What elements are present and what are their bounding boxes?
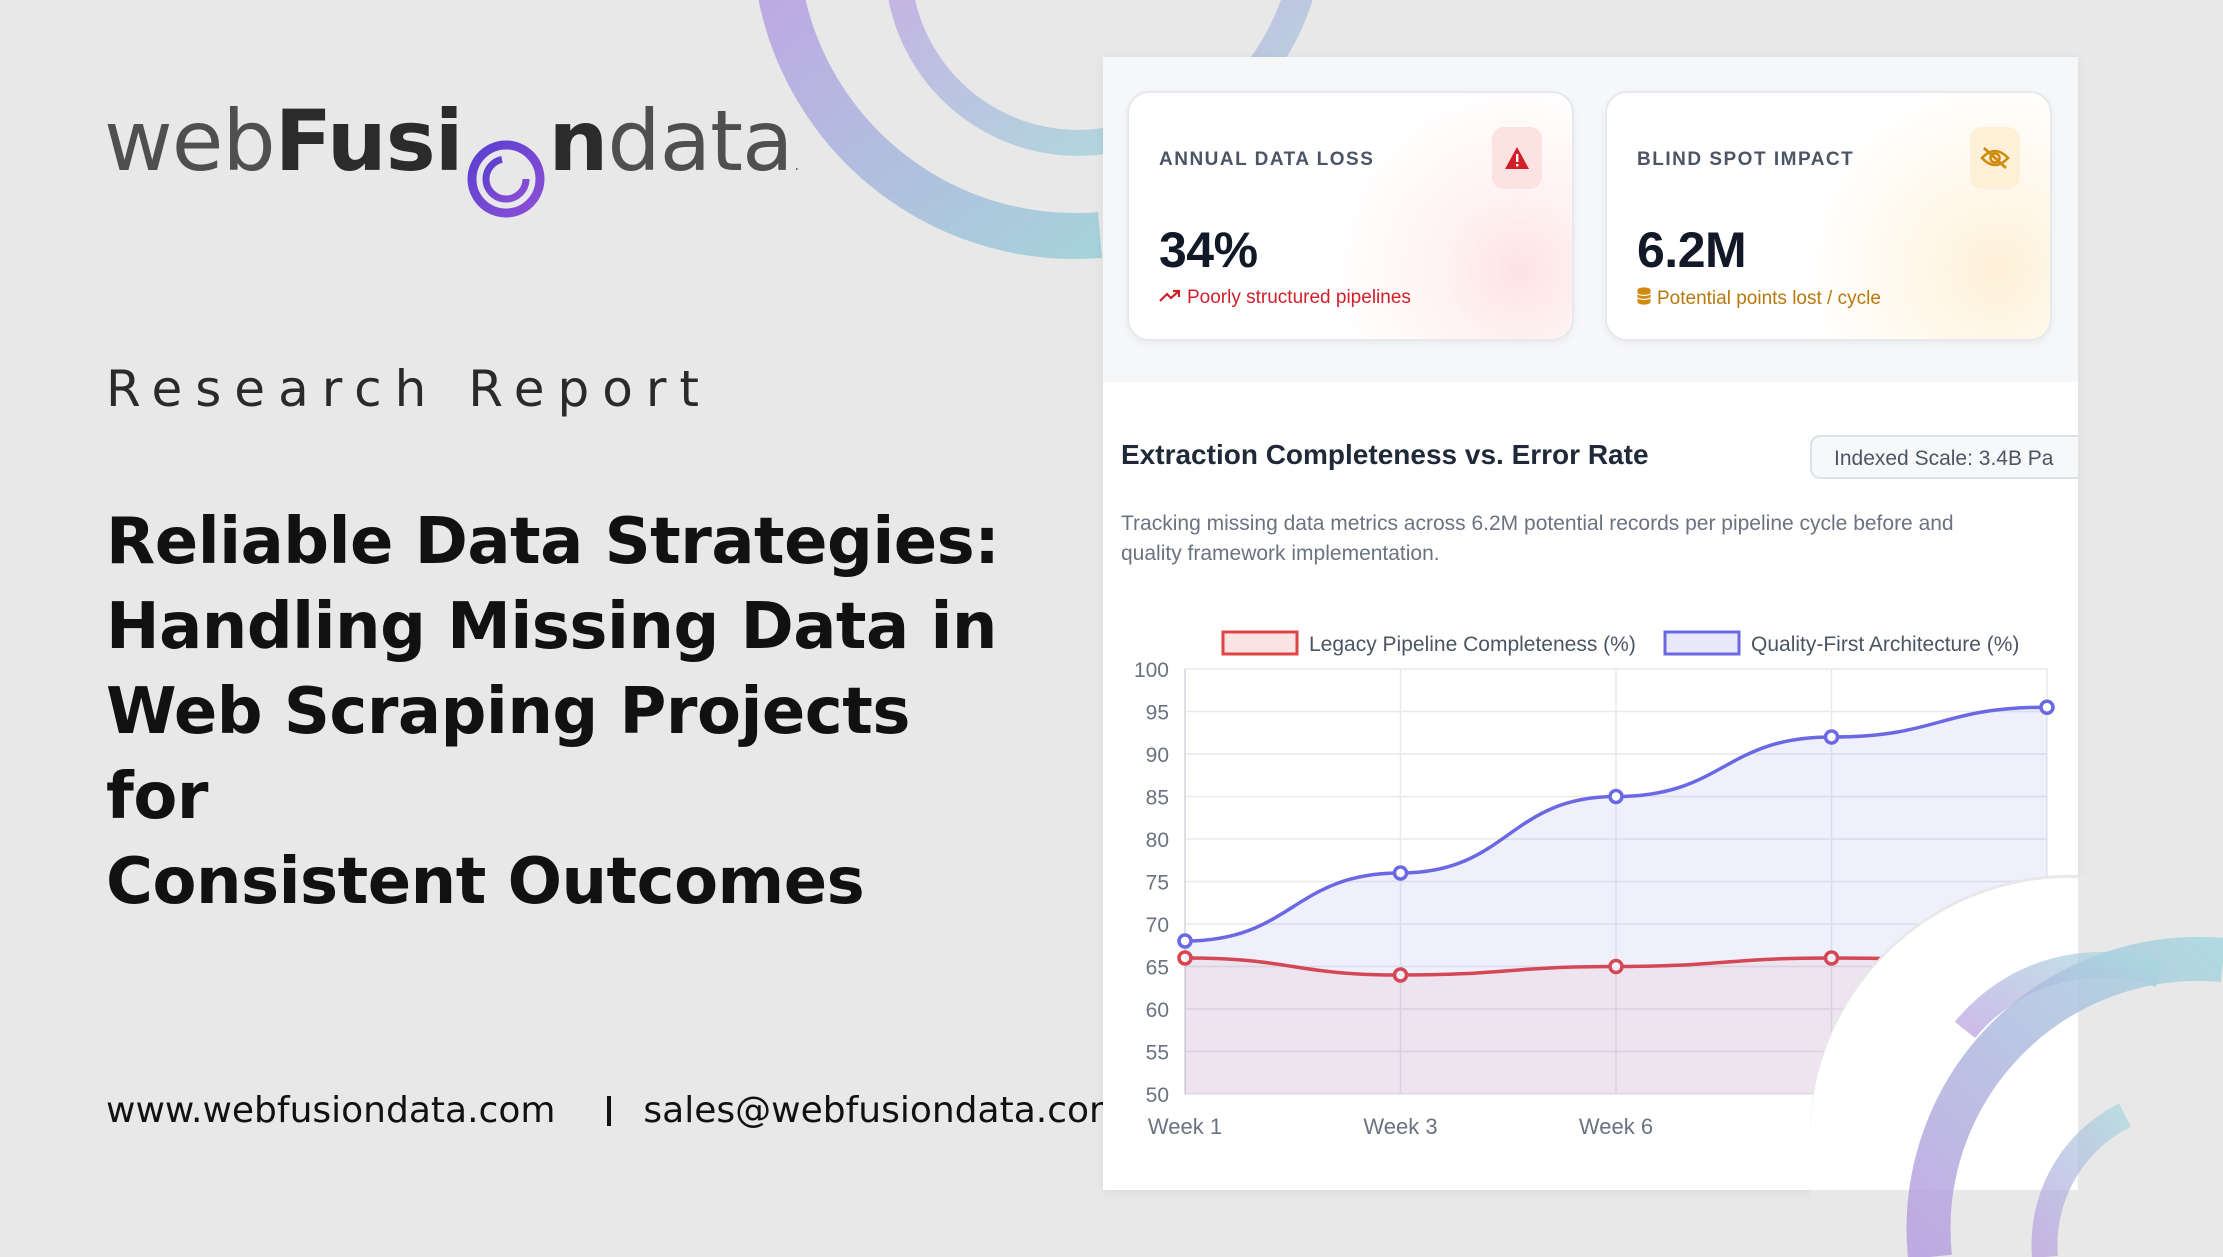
logo-text-web: web bbox=[104, 92, 276, 190]
kpi-subtitle-text: Poorly structured pipelines bbox=[1187, 287, 1411, 308]
y-tick-label: 100 bbox=[1134, 659, 1169, 682]
data-point bbox=[1177, 950, 1193, 966]
trend-up-icon bbox=[1159, 287, 1181, 309]
data-point bbox=[1608, 788, 1624, 805]
headline-line: Reliable Data Strategies: bbox=[106, 505, 1000, 579]
headline-line: Web Scraping Projects for bbox=[106, 675, 910, 834]
y-tick-label: 50 bbox=[1146, 1084, 1169, 1107]
data-point bbox=[1392, 865, 1409, 881]
y-tick-label: 90 bbox=[1146, 744, 1169, 767]
x-tick-label: Week 6 bbox=[1579, 1114, 1653, 1139]
data-point bbox=[1823, 729, 1840, 745]
data-point bbox=[1177, 933, 1193, 949]
report-kicker: Research Report bbox=[106, 360, 712, 418]
chart-description-line: quality framework implementation. bbox=[1121, 542, 1440, 565]
y-tick-label: 95 bbox=[1146, 702, 1169, 725]
legend-label: Legacy Pipeline Completeness (%) bbox=[1309, 633, 1636, 656]
chart-description: Tracking missing data metrics across 6.2… bbox=[1121, 509, 2078, 569]
data-point bbox=[2039, 699, 2055, 715]
y-tick-label: 55 bbox=[1146, 1042, 1169, 1065]
data-point bbox=[1392, 967, 1409, 983]
line-chart: 100 95 90 85 80 75 70 65 60 55 50 Week 1 Week 3 Week … bbox=[1134, 630, 2055, 1139]
logo-text-fusion-b: n bbox=[548, 92, 609, 190]
kpi-subtitle: Poorly structured pipelines bbox=[1159, 287, 1411, 309]
logo-trademark: . bbox=[794, 158, 800, 174]
x-tick-label: Week 1 bbox=[1148, 1114, 1222, 1139]
legend-swatch bbox=[1663, 630, 1741, 656]
scale-badge[interactable]: Indexed Scale: 3.4B Pa bbox=[1810, 435, 2078, 479]
y-tick-label: 60 bbox=[1146, 999, 1169, 1022]
kpi-subtitle-text: Potential points lost / cycle bbox=[1657, 288, 1881, 309]
y-tick-label: 75 bbox=[1146, 872, 1169, 895]
y-tick-label: 80 bbox=[1146, 829, 1169, 852]
headline-line: Consistent Outcomes bbox=[106, 845, 865, 919]
eye-slash-icon bbox=[1970, 127, 2020, 189]
x-tick-label: Week 3 bbox=[1363, 1114, 1437, 1139]
contact-bar: www.webfusiondata.com sales@webfusiondat… bbox=[106, 1090, 1124, 1131]
kpi-label: BLIND SPOT IMPACT bbox=[1637, 149, 1855, 170]
data-point bbox=[1608, 958, 1624, 975]
kpi-card-blind-spot-impact: BLIND SPOT IMPACT 6.2M Potential points … bbox=[1605, 91, 2052, 341]
kpi-value: 6.2M bbox=[1637, 222, 1747, 278]
website-link[interactable]: www.webfusiondata.com bbox=[106, 1090, 556, 1131]
email-link[interactable]: sales@webfusiondata.com bbox=[643, 1090, 1125, 1131]
brand-logo: web Fusi n data . bbox=[104, 92, 800, 218]
headline: Reliable Data Strategies: Handling Missi… bbox=[106, 500, 1026, 925]
dashboard-panel: ANNUAL DATA LOSS 34% Poorly structured p… bbox=[1103, 57, 2078, 1190]
x-tick-label: W bbox=[1821, 1114, 1842, 1139]
legend-label: Quality-First Architecture (%) bbox=[1751, 633, 2019, 656]
kpi-value: 34% bbox=[1159, 222, 1258, 278]
chart-title: Extraction Completeness vs. Error Rate bbox=[1121, 439, 1649, 470]
y-tick-label: 65 bbox=[1146, 957, 1169, 980]
legend-swatch bbox=[1221, 630, 1299, 656]
kpi-subtitle: Potential points lost / cycle bbox=[1637, 287, 1881, 311]
chart-description-line: Tracking missing data metrics across 6.2… bbox=[1121, 512, 1954, 535]
contact-separator bbox=[607, 1095, 612, 1126]
y-tick-label: 70 bbox=[1146, 914, 1169, 937]
logo-ring-icon bbox=[463, 136, 549, 222]
warning-triangle-icon bbox=[1492, 127, 1542, 189]
headline-line: Handling Missing Data in bbox=[106, 590, 997, 664]
database-icon bbox=[1637, 287, 1651, 311]
kpi-label: ANNUAL DATA LOSS bbox=[1159, 149, 1375, 170]
logo-text-fusion-a: Fusi bbox=[274, 92, 464, 190]
y-tick-label: 85 bbox=[1146, 787, 1169, 810]
kpi-card-annual-data-loss: ANNUAL DATA LOSS 34% Poorly structured p… bbox=[1127, 91, 1574, 341]
logo-text-data: data bbox=[607, 92, 793, 190]
